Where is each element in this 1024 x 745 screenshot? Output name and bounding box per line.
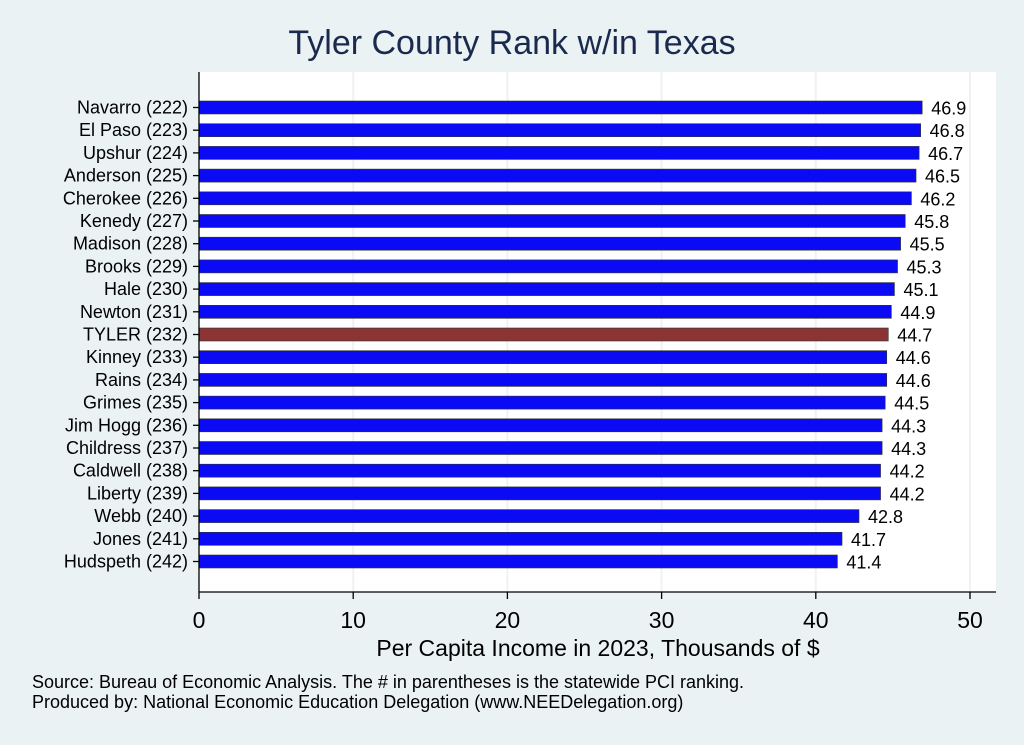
category-label: Liberty (239) (87, 483, 188, 503)
bar (198, 350, 888, 365)
x-tick-label: 50 (957, 607, 983, 633)
bar (198, 418, 883, 433)
x-axis-title: Per Capita Income in 2023, Thousands of … (376, 635, 819, 661)
value-label: 44.9 (900, 303, 935, 323)
bar-highlight (198, 327, 889, 342)
category-label: Kenedy (227) (80, 211, 188, 231)
value-label: 44.2 (890, 484, 925, 504)
category-label: Jones (241) (93, 529, 188, 549)
x-tick-label: 20 (495, 607, 521, 633)
category-label: Anderson (225) (64, 166, 188, 186)
bar (198, 100, 923, 115)
bar (198, 236, 901, 251)
category-label: Childress (237) (66, 438, 188, 458)
bar (198, 191, 912, 206)
category-label: Madison (228) (73, 234, 188, 254)
value-label: 41.4 (846, 553, 881, 573)
bar (198, 395, 886, 410)
category-label: Navarro (222) (77, 98, 188, 118)
bar (198, 373, 888, 387)
value-label: 45.5 (910, 235, 945, 255)
bar (198, 259, 898, 274)
bar (198, 441, 883, 455)
value-label: 45.1 (903, 280, 938, 300)
bar (198, 463, 881, 478)
value-label: 44.5 (894, 394, 929, 414)
bar (198, 214, 906, 228)
category-label: Brooks (229) (85, 256, 188, 276)
axes (198, 72, 996, 593)
category-label: Hudspeth (242) (64, 552, 188, 572)
value-label: 44.7 (897, 326, 932, 346)
value-label: 44.3 (891, 439, 926, 459)
bar (198, 146, 920, 160)
bars (198, 100, 923, 569)
category-label: El Paso (223) (79, 120, 188, 140)
value-label: 46.2 (920, 189, 955, 209)
labels: 0 10 20 30 40 50 Navarro (222) 46.9 El Paso (223… (63, 98, 983, 634)
value-label: 46.8 (930, 121, 965, 141)
value-label: 45.8 (914, 212, 949, 232)
category-label: Jim Hogg (236) (65, 415, 188, 435)
category-label: Hale (230) (104, 279, 188, 299)
x-tick-label: 10 (340, 607, 366, 633)
value-label: 46.9 (931, 99, 966, 119)
value-label: 44.6 (896, 371, 931, 391)
x-tick-label: 40 (803, 607, 829, 633)
category-label: Caldwell (238) (73, 461, 188, 481)
category-label: Rains (234) (95, 370, 188, 390)
category-label: Cherokee (226) (63, 188, 188, 208)
category-label: Kinney (233) (86, 347, 188, 367)
value-label: 44.6 (896, 348, 931, 368)
category-label: Grimes (235) (83, 393, 188, 413)
value-label: 45.3 (907, 257, 942, 277)
bar (198, 531, 843, 546)
bar (198, 123, 921, 137)
value-label: 46.7 (928, 144, 963, 164)
value-label: 46.5 (925, 167, 960, 187)
value-label: 41.7 (851, 530, 886, 550)
value-label: 44.3 (891, 416, 926, 436)
category-label: Upshur (224) (83, 143, 188, 163)
category-label: TYLER (232) (83, 325, 188, 345)
bar (198, 304, 892, 319)
produced-by-note: Produced by: National Economic Education… (32, 692, 684, 712)
x-tick-label: 0 (193, 607, 206, 633)
value-label: 42.8 (868, 507, 903, 527)
bar (198, 282, 895, 296)
value-label: 44.2 (890, 462, 925, 482)
category-label: Newton (231) (80, 302, 188, 322)
x-tick-label: 30 (649, 607, 675, 633)
source-note: Source: Bureau of Economic Analysis. The… (32, 672, 745, 692)
bar (198, 554, 838, 569)
bar (198, 168, 917, 183)
chart-title: Tyler County Rank w/in Texas (288, 24, 736, 62)
category-label: Webb (240) (94, 506, 188, 526)
bar (198, 486, 881, 501)
bar (198, 509, 860, 523)
